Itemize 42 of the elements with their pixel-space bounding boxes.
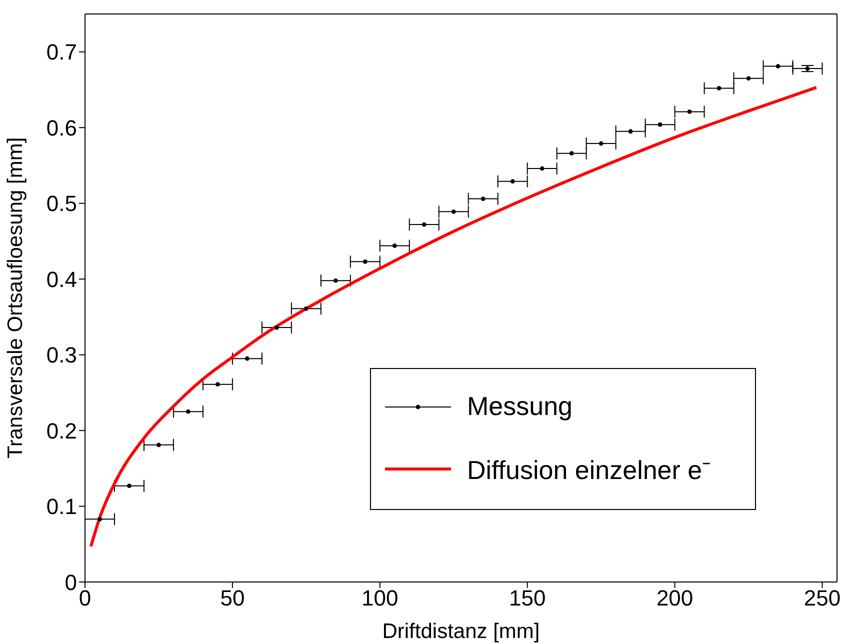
point <box>480 196 486 201</box>
point <box>776 64 780 68</box>
point <box>658 122 662 127</box>
point <box>216 382 220 387</box>
point <box>451 209 456 214</box>
y-tick-label: 0.2 <box>46 418 77 444</box>
y-tick-label: 0.3 <box>46 342 77 368</box>
y-tick-label: 0.6 <box>46 115 77 140</box>
legend-label: Diffusion einzelner e⁻ <box>467 454 712 487</box>
x-tick-label: 100 <box>362 586 398 611</box>
point <box>628 129 633 134</box>
point <box>716 86 722 90</box>
line-series <box>89 86 818 548</box>
point <box>598 141 604 146</box>
point <box>510 179 515 184</box>
point <box>392 244 397 248</box>
x-tick-label: 200 <box>656 586 694 611</box>
y-tick-label: 0.7 <box>46 40 77 65</box>
point <box>98 516 102 522</box>
x-tick-label: 250 <box>804 586 841 611</box>
y-axis-title: Transversale Ortsaufloesung [mm] <box>4 137 27 459</box>
point <box>304 306 308 311</box>
point <box>569 151 574 156</box>
point <box>274 325 279 330</box>
legend-label: Messung <box>467 391 572 422</box>
point <box>687 109 692 114</box>
y-tick-label: 0 <box>64 570 77 595</box>
point <box>422 222 426 227</box>
y-tick-label: 0.4 <box>46 266 77 292</box>
point <box>186 409 190 414</box>
point <box>333 278 338 283</box>
point <box>540 166 544 171</box>
point <box>746 76 751 81</box>
point <box>156 442 161 448</box>
x-axis-title: Driftdistanz [mm] <box>382 620 540 643</box>
y-tick-label: 0.1 <box>46 494 77 520</box>
y-tick-label: 0.5 <box>46 191 77 216</box>
x-tick-label: 150 <box>508 586 546 611</box>
point <box>244 356 250 361</box>
point <box>362 259 368 264</box>
x-tick-label: 50 <box>220 586 245 611</box>
point <box>127 484 132 488</box>
